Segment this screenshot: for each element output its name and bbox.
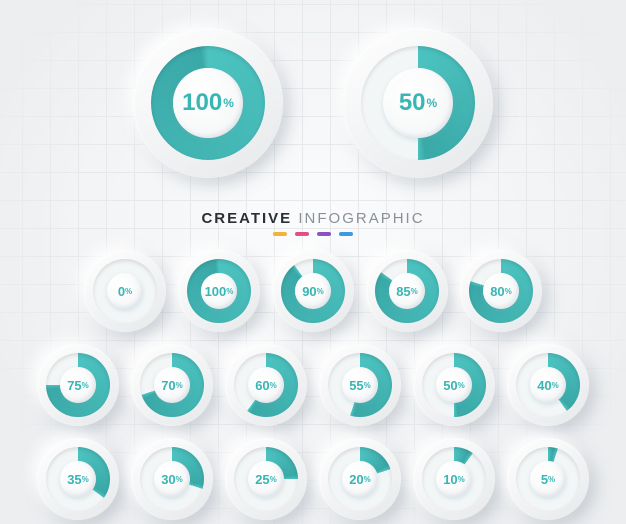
gauge-hub: 35% bbox=[60, 461, 96, 497]
progress-gauge: 20% bbox=[319, 438, 401, 520]
gauge-value: 90 bbox=[302, 285, 316, 298]
gauge-value: 50 bbox=[443, 379, 457, 392]
title: CREATIVE INFOGRAPHIC bbox=[0, 210, 626, 227]
percent-icon: % bbox=[223, 96, 234, 110]
gauge-value: 10 bbox=[443, 473, 457, 486]
percent-icon: % bbox=[427, 96, 438, 110]
accent-dot bbox=[295, 232, 309, 236]
percent-icon: % bbox=[125, 287, 132, 296]
gauge-hub: 0% bbox=[107, 273, 143, 309]
progress-gauge: 100% bbox=[133, 28, 283, 178]
gauge-value: 30 bbox=[161, 473, 175, 486]
title-strong: CREATIVE bbox=[201, 210, 292, 227]
gauge-hub: 25% bbox=[248, 461, 284, 497]
percent-icon: % bbox=[458, 381, 465, 390]
progress-gauge: 80% bbox=[460, 250, 542, 332]
progress-gauge: 25% bbox=[225, 438, 307, 520]
progress-gauge: 5% bbox=[507, 438, 589, 520]
progress-gauge: 60% bbox=[225, 344, 307, 426]
gauge-row-2: 75%70%60%55%50%40% bbox=[0, 344, 626, 426]
progress-gauge: 50% bbox=[413, 344, 495, 426]
gauge-value: 40 bbox=[537, 379, 551, 392]
gauge-hub: 5% bbox=[530, 461, 566, 497]
gauge-value: 75 bbox=[67, 379, 81, 392]
accent-dot bbox=[273, 232, 287, 236]
gauge-hub: 50% bbox=[383, 68, 453, 138]
gauge-value: 70 bbox=[161, 379, 175, 392]
progress-gauge: 0% bbox=[84, 250, 166, 332]
gauge-value: 25 bbox=[255, 473, 269, 486]
progress-gauge: 55% bbox=[319, 344, 401, 426]
gauge-value: 85 bbox=[396, 285, 410, 298]
gauge-value: 35 bbox=[67, 473, 81, 486]
progress-gauge: 70% bbox=[131, 344, 213, 426]
percent-icon: % bbox=[317, 287, 324, 296]
percent-icon: % bbox=[364, 381, 371, 390]
gauge-hub: 20% bbox=[342, 461, 378, 497]
percent-icon: % bbox=[226, 287, 233, 296]
gauge-hub: 100% bbox=[173, 68, 243, 138]
percent-icon: % bbox=[270, 475, 277, 484]
gauge-hub: 10% bbox=[436, 461, 472, 497]
percent-icon: % bbox=[176, 381, 183, 390]
gauge-row-3: 35%30%25%20%10%5% bbox=[0, 438, 626, 520]
progress-gauge: 40% bbox=[507, 344, 589, 426]
progress-gauge: 90% bbox=[272, 250, 354, 332]
gauge-hub: 85% bbox=[389, 273, 425, 309]
gauge-hub: 40% bbox=[530, 367, 566, 403]
progress-gauge: 30% bbox=[131, 438, 213, 520]
percent-icon: % bbox=[505, 287, 512, 296]
gauge-hub: 60% bbox=[248, 367, 284, 403]
percent-icon: % bbox=[548, 475, 555, 484]
gauge-value: 50 bbox=[399, 91, 426, 115]
gauge-hub: 50% bbox=[436, 367, 472, 403]
gauge-hub: 30% bbox=[154, 461, 190, 497]
percent-icon: % bbox=[364, 475, 371, 484]
progress-gauge: 10% bbox=[413, 438, 495, 520]
gauge-hub: 70% bbox=[154, 367, 190, 403]
percent-icon: % bbox=[176, 475, 183, 484]
percent-icon: % bbox=[82, 475, 89, 484]
gauge-hub: 55% bbox=[342, 367, 378, 403]
progress-gauge: 75% bbox=[37, 344, 119, 426]
title-light: INFOGRAPHIC bbox=[298, 210, 424, 227]
percent-icon: % bbox=[82, 381, 89, 390]
gauge-value: 0 bbox=[118, 285, 125, 298]
gauge-value: 100 bbox=[205, 285, 227, 298]
gauge-hub: 75% bbox=[60, 367, 96, 403]
gauge-row-1: 0%100%90%85%80% bbox=[0, 250, 626, 332]
progress-gauge: 100% bbox=[178, 250, 260, 332]
gauge-value: 5 bbox=[541, 473, 548, 486]
percent-icon: % bbox=[552, 381, 559, 390]
accent-dot bbox=[339, 232, 353, 236]
gauge-value: 100 bbox=[182, 91, 222, 115]
gauge-value: 20 bbox=[349, 473, 363, 486]
percent-icon: % bbox=[411, 287, 418, 296]
gauge-hub: 90% bbox=[295, 273, 331, 309]
progress-gauge: 50% bbox=[343, 28, 493, 178]
hero-gauges: 100%50% bbox=[0, 28, 626, 178]
percent-icon: % bbox=[270, 381, 277, 390]
gauge-hub: 80% bbox=[483, 273, 519, 309]
gauge-hub: 100% bbox=[201, 273, 237, 309]
accent-dot bbox=[317, 232, 331, 236]
accent-dots bbox=[0, 232, 626, 236]
progress-gauge: 35% bbox=[37, 438, 119, 520]
gauge-value: 80 bbox=[490, 285, 504, 298]
progress-gauge: 85% bbox=[366, 250, 448, 332]
gauge-value: 55 bbox=[349, 379, 363, 392]
gauge-value: 60 bbox=[255, 379, 269, 392]
percent-icon: % bbox=[458, 475, 465, 484]
